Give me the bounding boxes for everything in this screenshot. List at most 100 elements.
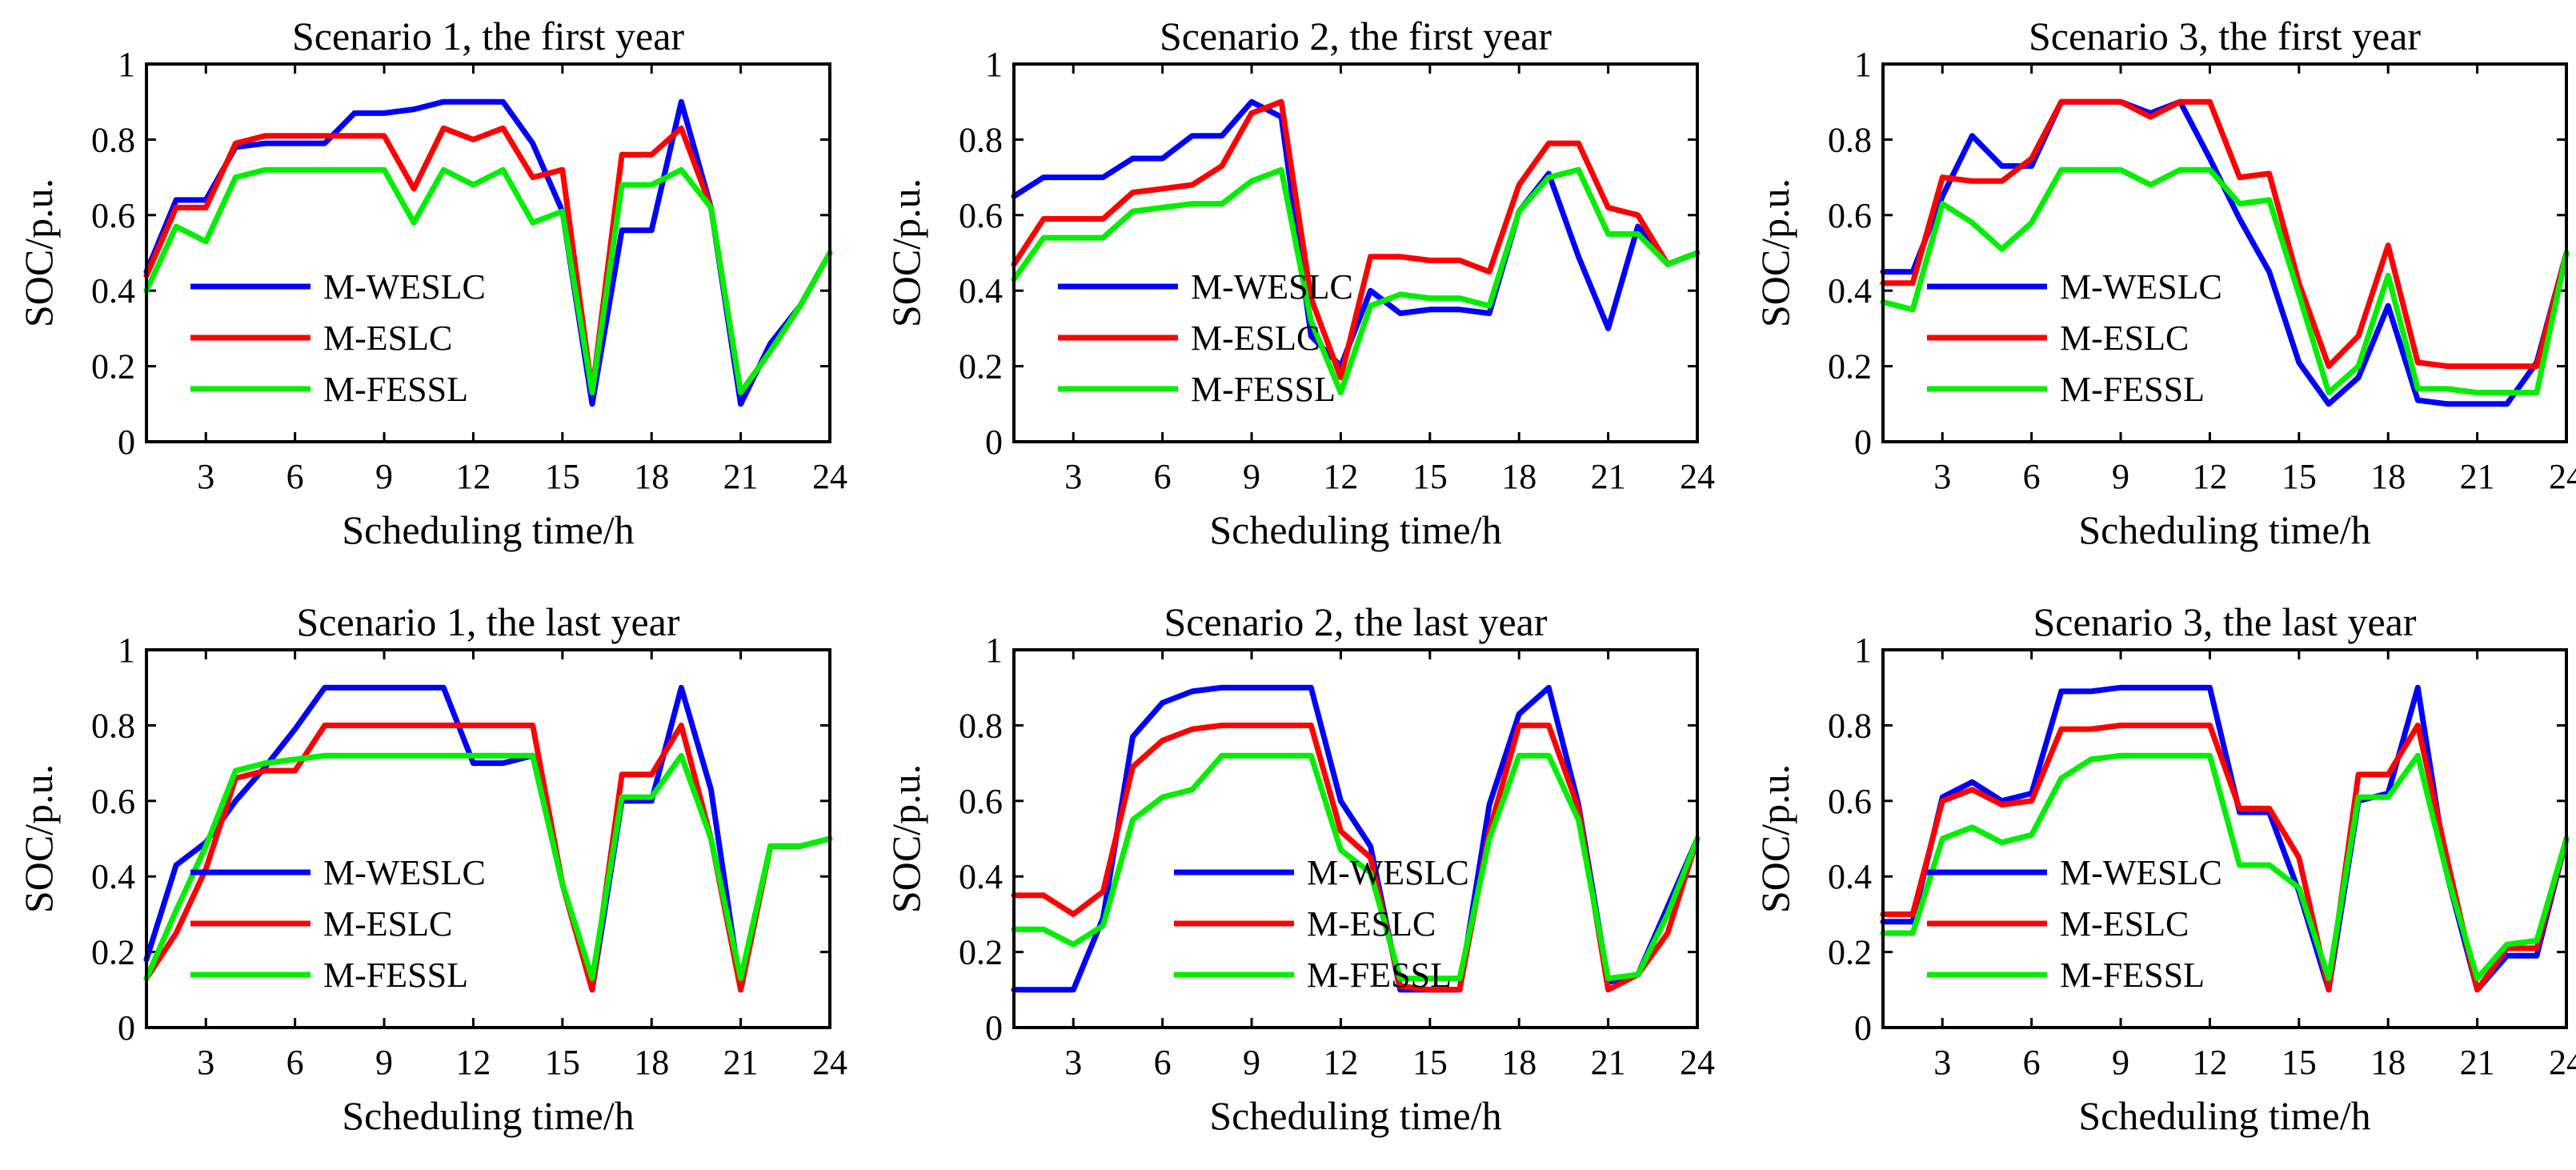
- series-line-m-fessl: [1880, 166, 2570, 396]
- series-line-m-eslc: [143, 125, 833, 396]
- chart-title: Scenario 1, the first year: [292, 14, 684, 58]
- x-tick-label: 12: [2192, 457, 2227, 496]
- y-tick-label: 0.4: [959, 857, 1003, 896]
- legend-label: M-ESLC: [1307, 904, 1436, 944]
- legend: M-WESLC M-ESLC M-FESSL: [1927, 267, 2222, 409]
- x-tick-label: 15: [1412, 457, 1448, 496]
- x-tick-label: 18: [634, 457, 669, 496]
- series-line-m-fessl: [1011, 752, 1701, 982]
- legend-label: M-WESLC: [2060, 853, 2222, 892]
- x-tick-label: 3: [1933, 457, 1951, 496]
- x-tick-label: 3: [1064, 457, 1082, 496]
- y-axis-label: SOC/p.u.: [16, 764, 61, 913]
- x-tick-label: 6: [2023, 457, 2041, 496]
- x-axis-label: Scheduling time/h: [2078, 507, 2370, 552]
- series-line-m-weslc: [143, 684, 833, 993]
- legend-label: M-FESSL: [1307, 956, 1452, 995]
- x-tick-label: 15: [545, 457, 580, 496]
- y-tick-label: 0.6: [91, 196, 135, 235]
- y-tick-label: 0.6: [1828, 782, 1872, 821]
- x-tick-label: 21: [1591, 1043, 1626, 1082]
- y-tick-label: 0.8: [959, 706, 1003, 745]
- y-tick-label: 0.8: [1828, 120, 1872, 159]
- y-tick-label: 0.2: [1828, 347, 1872, 387]
- chart-panel-3: Scenario 3, the first year 0 0.2 0.4 0.6 0.8 1…: [1753, 14, 2576, 552]
- y-tick-label: 0.6: [91, 782, 135, 821]
- x-tick-label: 12: [455, 1043, 491, 1082]
- legend-label: M-FESSL: [323, 956, 468, 995]
- series-line-m-fessl: [1880, 752, 2570, 982]
- y-tick-label: 0.8: [1828, 706, 1872, 745]
- y-tick-label: 0.4: [91, 857, 135, 896]
- x-tick-label: 9: [1243, 457, 1260, 496]
- legend-label: M-WESLC: [2060, 267, 2222, 307]
- x-tick-label: 21: [723, 457, 759, 496]
- y-tick-label: 0.8: [91, 706, 135, 745]
- x-tick-label: 3: [1064, 1043, 1082, 1082]
- x-tick-label: 6: [1154, 1043, 1172, 1082]
- y-tick-label: 0: [118, 423, 135, 462]
- y-tick-label: 0.6: [1828, 196, 1872, 235]
- y-tick-label: 1: [118, 631, 135, 670]
- y-tick-label: 1: [1854, 45, 1872, 84]
- series-line-m-eslc: [1880, 722, 2570, 993]
- y-axis-label: SOC/p.u.: [883, 764, 928, 913]
- x-tick-label: 24: [812, 1043, 847, 1082]
- x-tick-label: 15: [545, 1043, 580, 1082]
- x-tick-label: 9: [2112, 457, 2129, 496]
- x-tick-label: 15: [1412, 1043, 1448, 1082]
- legend-label: M-WESLC: [323, 267, 486, 307]
- x-tick-label: 6: [286, 1043, 304, 1082]
- y-tick-label: 0.4: [959, 271, 1003, 311]
- x-tick-label: 24: [1680, 1043, 1715, 1082]
- y-axis-label: SOC/p.u.: [1753, 178, 1797, 327]
- y-tick-label: 0: [1854, 423, 1872, 462]
- x-axis-label: Scheduling time/h: [342, 1093, 634, 1138]
- plot-frame: [1012, 62, 1699, 443]
- x-tick-label: 9: [2112, 1043, 2129, 1082]
- x-tick-label: 12: [2192, 1043, 2227, 1082]
- x-tick-label: 24: [1680, 457, 1715, 496]
- series-line-m-fessl: [143, 166, 833, 396]
- legend: M-WESLC M-ESLC M-FESSL: [1058, 267, 1353, 409]
- x-tick-label: 3: [197, 457, 214, 496]
- x-tick-label: 3: [1933, 1043, 1951, 1082]
- x-axis-label: Scheduling time/h: [342, 507, 634, 552]
- legend-label: M-ESLC: [2060, 904, 2189, 944]
- y-tick-label: 0: [118, 1008, 135, 1048]
- y-tick-label: 0: [985, 1008, 1003, 1048]
- x-tick-label: 24: [812, 457, 847, 496]
- y-tick-label: 0.4: [91, 271, 135, 311]
- y-tick-label: 0.6: [959, 196, 1003, 235]
- legend: M-WESLC M-ESLC M-FESSL: [1927, 853, 2222, 995]
- y-axis-label: SOC/p.u.: [1753, 764, 1797, 913]
- chart-panel-6: Scenario 3, the last year 0 0.2 0.4 0.6 0.8 1 3…: [1753, 599, 2576, 1138]
- y-tick-label: 0.2: [1828, 933, 1872, 972]
- series-line-m-fessl: [143, 752, 833, 982]
- y-tick-label: 0.6: [959, 782, 1003, 821]
- series-line-m-weslc: [143, 98, 833, 407]
- x-tick-label: 24: [2549, 457, 2576, 496]
- x-tick-label: 18: [634, 1043, 669, 1082]
- legend: M-WESLC M-ESLC M-FESSL: [1174, 853, 1469, 995]
- chart-title: Scenario 3, the first year: [2029, 14, 2421, 58]
- plot-frame: [145, 62, 831, 443]
- y-tick-label: 0.8: [91, 120, 135, 159]
- legend-label: M-WESLC: [323, 853, 486, 892]
- x-tick-label: 15: [2282, 457, 2317, 496]
- x-tick-label: 6: [1154, 457, 1172, 496]
- y-tick-label: 0.2: [91, 347, 135, 387]
- plot-frame: [145, 648, 831, 1029]
- y-tick-label: 1: [118, 45, 135, 84]
- x-tick-label: 12: [1323, 1043, 1358, 1082]
- chart-panel-1: Scenario 1, the first year 0 0.2 0.4 0.6 0.8 1…: [16, 14, 847, 552]
- legend-label: M-FESSL: [2060, 370, 2205, 409]
- chart-panel-4: Scenario 1, the last year 0 0.2 0.4 0.6 0.8 1 3…: [16, 599, 847, 1138]
- x-tick-label: 3: [197, 1043, 214, 1082]
- x-tick-label: 21: [1591, 457, 1626, 496]
- chart-title: Scenario 1, the last year: [297, 599, 680, 644]
- x-tick-label: 6: [2023, 1043, 2041, 1082]
- legend-label: M-ESLC: [323, 319, 452, 358]
- legend: M-WESLC M-ESLC M-FESSL: [190, 267, 486, 409]
